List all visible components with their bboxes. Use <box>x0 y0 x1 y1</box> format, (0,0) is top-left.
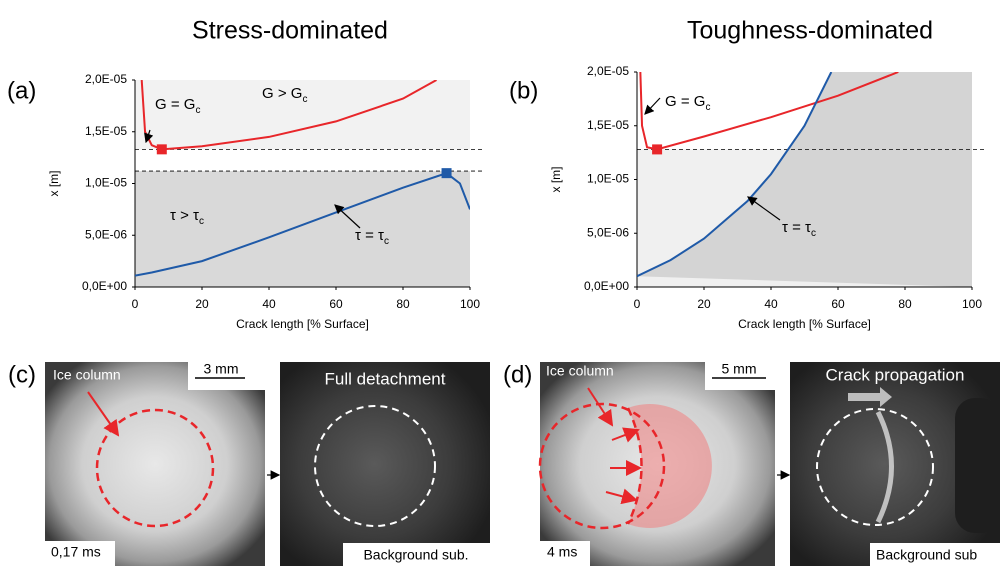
highlight-point <box>442 168 452 178</box>
annotation: G = Gc <box>665 93 710 113</box>
panel-label: (c) <box>8 361 36 388</box>
y-tick-label: 1,0E-05 <box>85 176 127 190</box>
charts: 0,0E+00 5,0E-06 1,0E-05 1,5E-05 2,0E-05 0 20 40… <box>7 17 984 332</box>
annotation-sub: c <box>302 94 307 105</box>
time: 0,17 ms <box>51 544 101 560</box>
annotation-arrow <box>645 98 660 114</box>
x-tick-label: 100 <box>962 297 982 311</box>
chart-title: Stress-dominated <box>192 17 388 45</box>
region <box>135 171 470 287</box>
photo-title: Full detachment <box>325 369 446 388</box>
scale: 3 mm <box>204 361 239 377</box>
footer: Background sub <box>876 547 977 563</box>
y-tick-label: 5,0E-06 <box>587 225 629 239</box>
figure: 0,0E+00 5,0E-06 1,0E-05 1,5E-05 2,0E-05 0 20 40… <box>0 0 1000 570</box>
x-tick-label: 100 <box>460 297 480 311</box>
annotation-sub: c <box>384 236 389 247</box>
annotation-sub: c <box>195 105 200 116</box>
annotation-sub: c <box>199 216 204 227</box>
annotation-text: G > G <box>262 85 302 102</box>
panel-label: (a) <box>7 77 36 104</box>
x-tick-label: 20 <box>195 297 209 311</box>
x-tick-label: 0 <box>634 297 641 311</box>
annotation-text: G = G <box>155 96 195 113</box>
annotation-text: τ = τ <box>355 227 384 244</box>
annotation-text: τ = τ <box>782 219 811 236</box>
photo-title: Crack propagation <box>826 365 965 384</box>
panel-label: (d) <box>503 361 532 388</box>
x-tick-label: 80 <box>898 297 912 311</box>
y-axis-label: x [m] <box>47 171 61 197</box>
x-tick-label: 60 <box>329 297 343 311</box>
x-tick-label: 80 <box>396 297 410 311</box>
y-tick-label: 1,0E-05 <box>587 172 629 186</box>
y-tick-label: 0,0E+00 <box>584 279 629 293</box>
photo <box>280 362 490 566</box>
scale: 5 mm <box>722 361 757 377</box>
annotation-sub: c <box>705 102 710 113</box>
y-tick-label: 2,0E-05 <box>85 72 127 86</box>
annotation-sub: c <box>811 228 816 239</box>
annotation-text: τ > τ <box>170 207 199 224</box>
photo <box>45 362 265 566</box>
y-tick-label: 1,5E-05 <box>587 118 629 132</box>
panel-label: (b) <box>509 77 538 104</box>
time: 4 ms <box>547 544 577 560</box>
y-tick-label: 2,0E-05 <box>587 64 629 78</box>
footer: Background sub. <box>363 547 468 563</box>
page: 0,0E+00 5,0E-06 1,0E-05 1,5E-05 2,0E-05 0 20 40… <box>0 0 1000 570</box>
y-axis-label: x [m] <box>549 167 563 193</box>
caption: Ice column <box>546 363 614 379</box>
highlight-point <box>157 144 167 154</box>
y-tick-label: 5,0E-06 <box>85 227 127 241</box>
shadow <box>955 398 1000 533</box>
y-tick-label: 1,5E-05 <box>85 124 127 138</box>
x-tick-label: 20 <box>697 297 711 311</box>
highlight-point <box>652 144 662 154</box>
x-axis-label: Crack length [% Surface] <box>738 317 871 331</box>
annotation-text: G = G <box>665 93 705 110</box>
chart-title: Toughness-dominated <box>687 17 933 45</box>
x-tick-label: 60 <box>831 297 845 311</box>
y-tick-label: 0,0E+00 <box>82 279 127 293</box>
x-tick-label: 40 <box>764 297 778 311</box>
caption: Ice column <box>53 367 121 383</box>
x-tick-label: 40 <box>262 297 276 311</box>
x-tick-label: 0 <box>132 297 139 311</box>
x-axis-label: Crack length [% Surface] <box>236 317 369 331</box>
